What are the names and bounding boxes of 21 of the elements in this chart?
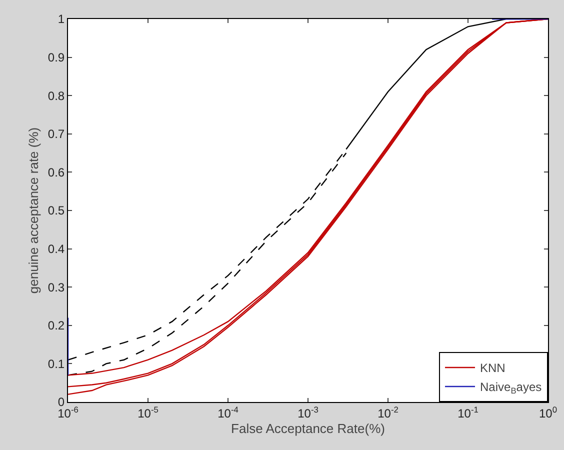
x-tick-label: 10$^{-2}$	[378, 404, 399, 420]
y-tick-label: 0.8	[48, 88, 65, 103]
y-tick-label: 0.5	[48, 204, 65, 218]
y-tick-label: 0.3	[48, 280, 65, 294]
y-tick-label: 1	[58, 12, 65, 26]
x-tick-label: 10$^{-3}$	[298, 404, 319, 420]
y-tick-label: 0.4	[48, 242, 65, 256]
legend-label: Naive$_{B}$ayes	[480, 380, 542, 396]
legend-label: KNN	[480, 361, 506, 376]
y-axis-title: genuine acceptance rate (%)	[26, 127, 41, 294]
y-tick-label: 0.1	[48, 356, 65, 371]
y-tick-label: 0.9	[48, 50, 65, 64]
x-axis-title: False Acceptance Rate(%)	[231, 421, 385, 436]
x-tick-label: 10$^{0}$	[538, 404, 558, 420]
y-tick-label: 0.2	[48, 318, 65, 333]
x-tick-label: 10$^{-4}$	[218, 404, 239, 420]
y-tick-label: 0.7	[48, 127, 65, 142]
x-tick-label: 10$^{-1}$	[458, 404, 479, 420]
y-tick-label: 0	[58, 395, 65, 410]
y-tick-label: 0.6	[48, 165, 65, 180]
x-tick-label: 10$^{-5}$	[138, 404, 159, 420]
